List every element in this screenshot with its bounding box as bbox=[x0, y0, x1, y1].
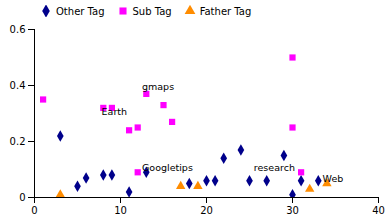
svg-text:40: 40 bbox=[372, 205, 385, 216]
svg-text:20: 20 bbox=[200, 205, 213, 216]
svg-text:Googletips: Googletips bbox=[142, 162, 193, 173]
svg-text:0.2: 0.2 bbox=[10, 136, 26, 147]
svg-text:30: 30 bbox=[286, 205, 299, 216]
html-text:Sub Tag: Sub Tag bbox=[132, 5, 172, 17]
svg-text:gmaps: gmaps bbox=[142, 81, 174, 92]
svg-text:0.4: 0.4 bbox=[10, 80, 26, 91]
svg-text:0: 0 bbox=[19, 192, 25, 203]
html-text:Father Tag: Father Tag bbox=[199, 5, 252, 17]
svg-text:10: 10 bbox=[114, 205, 127, 216]
svg-text:0: 0 bbox=[31, 205, 37, 216]
html-text:Other Tag: Other Tag bbox=[56, 5, 105, 17]
svg-text:research: research bbox=[254, 162, 295, 173]
svg-text:0.6: 0.6 bbox=[10, 24, 26, 35]
svg-text:Web: Web bbox=[323, 173, 344, 184]
svg-text:Earth: Earth bbox=[102, 106, 127, 117]
